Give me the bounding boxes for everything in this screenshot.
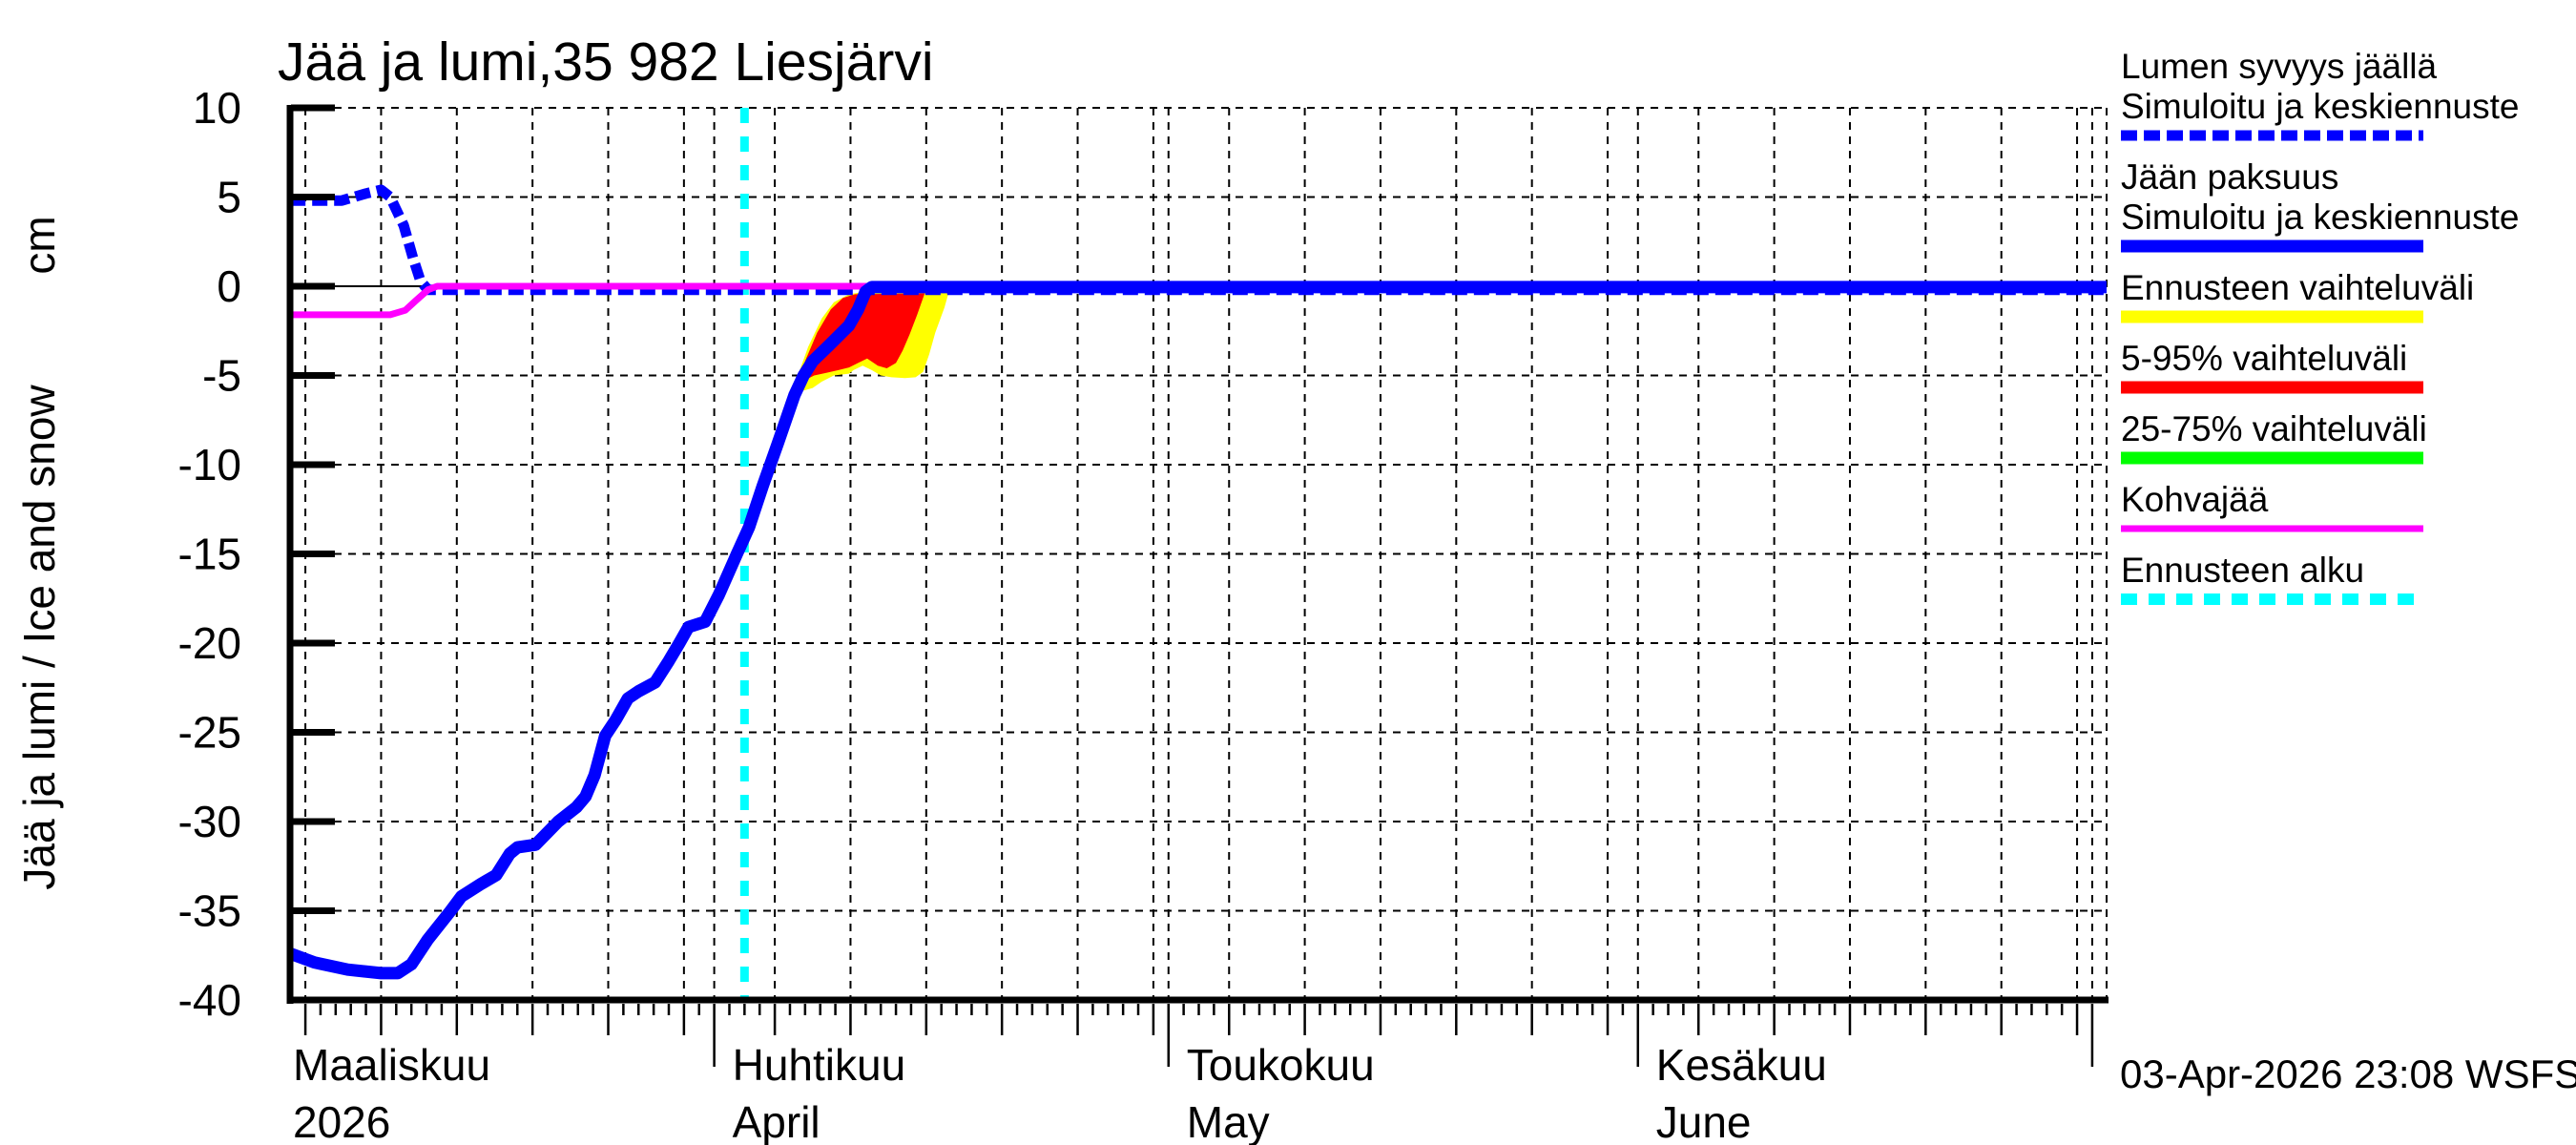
gridlines [291, 107, 2108, 1000]
legend-label: 5-95% vaihteluväli [2121, 339, 2407, 378]
data-series [287, 184, 2107, 980]
y-tick-label: -40 [178, 975, 241, 1025]
legend-label: Ennusteen vaihteluväli [2121, 268, 2474, 307]
legend-item-range-5-95: 5-95% vaihteluväli [2121, 339, 2423, 394]
chart-title: Jää ja lumi,35 982 Liesjärvi [278, 31, 934, 93]
month-label-fi: Toukokuu [1187, 1040, 1375, 1090]
y-tick-label: 5 [217, 173, 241, 222]
y-tick-label: -30 [178, 797, 241, 846]
month-label-en: 2026 [293, 1097, 390, 1145]
month-label-fi: Maaliskuu [293, 1040, 490, 1090]
timestamp: 03-Apr-2026 23:08 WSFS-P [2120, 1051, 2576, 1096]
legend-label: Kohvajää [2121, 480, 2269, 519]
y-tick-labels: 10 5 0 -5 -10 -15 -20 -25 -30 -35 -40 [178, 83, 241, 1025]
month-label-en: May [1187, 1097, 1270, 1145]
month-label-fi: Huhtikuu [733, 1040, 906, 1090]
legend-item-forecast-range: Ennusteen vaihteluväli [2121, 268, 2474, 323]
y-tick-label: 10 [193, 83, 241, 133]
y-tick-label: -35 [178, 886, 241, 936]
range-5-95-band [794, 293, 925, 394]
y-tick-label: 0 [217, 261, 241, 311]
month-label-en: April [733, 1097, 821, 1145]
month-label-fi: Kesäkuu [1656, 1040, 1827, 1090]
legend-item-range-25-75: 25-75% vaihteluväli [2121, 409, 2427, 465]
month-label-en: June [1656, 1097, 1752, 1145]
legend-item-kohvajaa: Kohvajää [2121, 480, 2423, 532]
kohvajaa-line [290, 282, 2107, 319]
snow-depth-line [290, 184, 2107, 296]
ice-thickness-line [287, 281, 2107, 980]
legend-label: Lumen syvyys jäällä [2121, 47, 2438, 86]
x-axis-month-labels: Maaliskuu 2026 Huhtikuu April Toukokuu May Kes… [293, 1040, 1827, 1145]
legend-label: Ennusteen alku [2121, 551, 2364, 590]
y-axis-unit-label: cm [14, 216, 64, 274]
legend-label: 25-75% vaihteluväli [2121, 409, 2427, 448]
axes [286, 105, 2109, 1004]
y-tick-label: -20 [178, 618, 241, 668]
legend-label: Jään paksuus [2121, 157, 2338, 197]
y-axis-label: Jää ja lumi / Ice and snow [14, 385, 64, 890]
y-tick-label: -15 [178, 530, 241, 579]
y-tick-label: -10 [178, 440, 241, 489]
forecast-bands [783, 291, 949, 429]
legend-label: Simuloitu ja keskiennuste [2121, 87, 2520, 126]
y-tick-label: -5 [202, 351, 241, 401]
y-tick-label: -25 [178, 708, 241, 758]
legend-label: Simuloitu ja keskiennuste [2121, 198, 2520, 237]
axis-ticks [291, 104, 2094, 1067]
legend-item-forecast-start: Ennusteen alku [2121, 551, 2423, 605]
